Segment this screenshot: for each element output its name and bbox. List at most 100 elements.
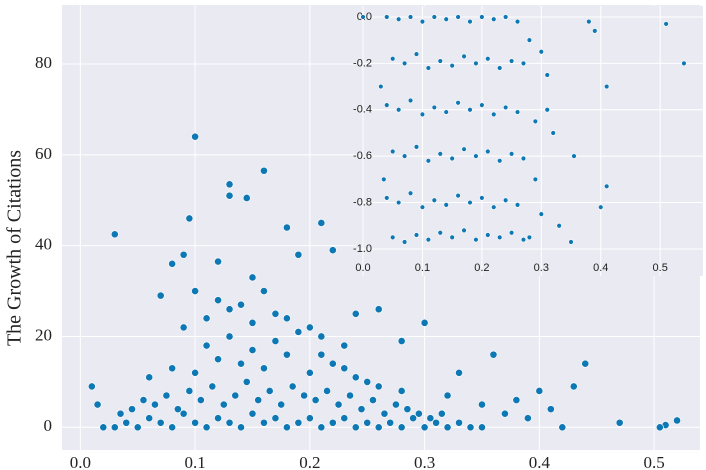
point <box>179 323 188 332</box>
point <box>305 368 314 377</box>
point <box>431 104 438 111</box>
point <box>294 418 303 427</box>
point <box>512 396 521 404</box>
point <box>231 391 240 400</box>
point <box>340 414 349 423</box>
point <box>401 153 408 159</box>
x-tick-label: 0.3 <box>534 262 549 274</box>
point <box>294 328 303 336</box>
point <box>502 104 509 111</box>
point <box>162 391 171 400</box>
point <box>145 414 154 423</box>
point <box>378 83 384 90</box>
point <box>497 65 503 71</box>
point <box>432 418 440 427</box>
point <box>214 296 222 305</box>
point <box>248 273 257 282</box>
point <box>526 234 533 241</box>
point <box>260 166 268 175</box>
point <box>467 18 473 25</box>
point <box>467 107 473 113</box>
point <box>443 391 452 400</box>
point <box>156 418 165 427</box>
y-tick-label: 20 <box>35 325 52 344</box>
point <box>407 190 414 196</box>
point <box>497 234 503 241</box>
point <box>568 239 574 245</box>
y-tick-label: -1.0 <box>353 243 372 255</box>
point <box>397 337 406 345</box>
point <box>225 418 234 427</box>
point <box>455 418 463 427</box>
point <box>328 418 337 427</box>
point <box>202 341 211 350</box>
point <box>449 234 455 241</box>
point <box>151 400 159 409</box>
point <box>351 373 360 382</box>
point <box>384 102 390 108</box>
point <box>544 107 550 113</box>
point <box>323 387 331 395</box>
point <box>305 323 314 332</box>
point <box>237 359 245 368</box>
point <box>508 230 515 236</box>
point <box>179 250 188 259</box>
point <box>156 291 165 300</box>
point <box>485 232 491 238</box>
point <box>407 97 414 104</box>
point <box>173 405 182 414</box>
point <box>673 416 681 425</box>
point <box>455 368 463 377</box>
point <box>569 382 578 391</box>
y-tick-label: -0.4 <box>353 104 372 116</box>
point <box>425 236 432 243</box>
x-tick-label: 0.2 <box>299 453 320 470</box>
point <box>225 180 234 189</box>
point <box>191 287 200 295</box>
point <box>473 236 479 243</box>
point <box>110 423 119 432</box>
point <box>384 14 390 20</box>
point <box>386 418 395 427</box>
point <box>550 130 556 136</box>
point <box>260 418 268 427</box>
point <box>242 194 251 202</box>
point <box>491 16 497 22</box>
point <box>455 192 461 199</box>
point <box>538 49 545 55</box>
point <box>586 18 592 25</box>
point <box>502 14 509 20</box>
point <box>380 409 389 418</box>
point <box>390 56 396 62</box>
point <box>603 83 610 90</box>
point <box>191 418 200 427</box>
point <box>419 18 426 25</box>
point <box>248 346 257 355</box>
plot-background <box>356 6 703 276</box>
point <box>374 305 383 314</box>
point <box>556 223 562 229</box>
point <box>420 318 429 327</box>
y-tick-label: 0 <box>44 416 53 435</box>
point <box>395 107 402 113</box>
point <box>473 60 479 67</box>
point <box>546 405 555 414</box>
point <box>283 423 291 432</box>
point <box>413 232 420 238</box>
point <box>248 318 257 327</box>
point <box>237 300 245 309</box>
point <box>225 305 234 314</box>
point <box>443 16 449 22</box>
point <box>395 199 402 206</box>
point <box>413 51 420 57</box>
point <box>455 100 461 106</box>
point <box>168 259 177 268</box>
point <box>443 202 449 208</box>
point <box>225 332 234 341</box>
x-tick-label: 0.4 <box>593 262 608 274</box>
point <box>248 409 257 418</box>
point <box>403 405 412 414</box>
point <box>260 364 268 373</box>
point <box>479 102 485 108</box>
point <box>538 211 545 217</box>
